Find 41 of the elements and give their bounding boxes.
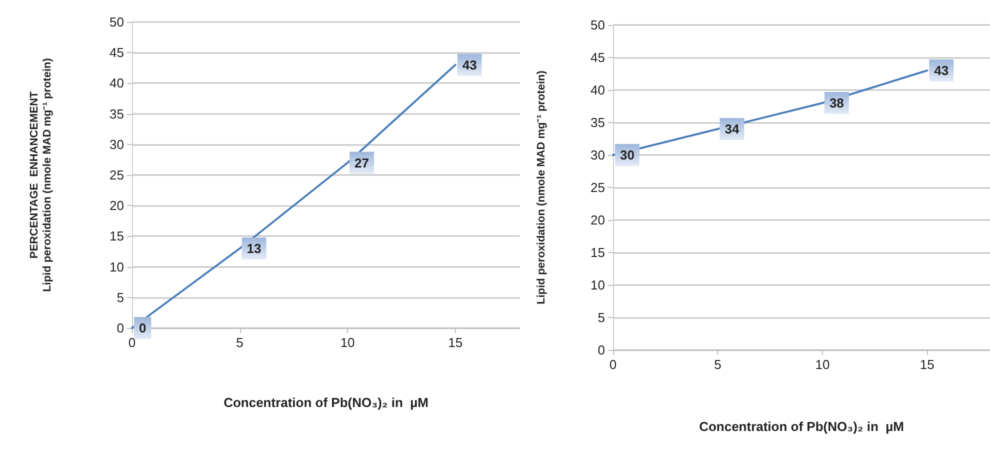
y-tick-label: 10 <box>110 259 124 274</box>
data-label: 0 <box>139 320 146 336</box>
x-tick-label: 0 <box>128 335 136 350</box>
y-tick-label: 20 <box>590 212 605 228</box>
y-axis-title: PERCENTAGE ENHANCEMENT Lipid peroxidation (nmole MAD mg⁻¹ protein) <box>28 58 54 292</box>
x-tick-label: 15 <box>920 357 934 372</box>
y-tick-label: 15 <box>590 245 605 260</box>
y-tick-label: 40 <box>590 82 605 98</box>
data-label: 43 <box>934 63 949 78</box>
x-tick-label: 10 <box>340 335 355 350</box>
data-label: 34 <box>724 122 740 136</box>
y-tick-label: 50 <box>590 18 605 32</box>
x-tick-label: 15 <box>448 335 463 350</box>
y-tick-label: 40 <box>110 76 124 91</box>
y-tick-label: 45 <box>110 45 124 60</box>
y-tick-label: 5 <box>598 310 605 325</box>
y-tick-label: 25 <box>590 180 605 195</box>
data-label: 43 <box>462 57 477 72</box>
x-tick-label: 5 <box>236 335 244 350</box>
y-tick-label: 20 <box>110 198 124 214</box>
y-tick-label: 15 <box>110 228 124 244</box>
x-tick-label: 0 <box>609 357 617 372</box>
y-axis-title: Lipid peroxidation (nmole MAD mg⁻¹ protein) <box>536 70 548 304</box>
x-axis-title: Concentration of Pb(NO₃)₂ in µM <box>224 395 428 410</box>
y-tick-label: 50 <box>110 14 124 30</box>
x-tick-label: 10 <box>815 357 830 372</box>
y-tick-label: 5 <box>116 290 124 305</box>
y-tick-label: 35 <box>590 115 605 130</box>
x-tick-label: 5 <box>714 357 722 372</box>
x-axis-title: Concentration of Pb(NO₃)₂ in µM <box>699 419 904 434</box>
data-label: 27 <box>354 155 370 170</box>
data-label: 13 <box>246 240 262 256</box>
y-tick-label: 30 <box>110 136 124 152</box>
data-label: 30 <box>620 148 634 162</box>
y-tick-label: 30 <box>590 148 605 162</box>
data-label: 38 <box>829 96 844 110</box>
y-tick-label: 0 <box>116 320 124 336</box>
y-tick-label: 25 <box>110 168 124 182</box>
y-tick-label: 10 <box>590 278 605 292</box>
y-tick-label: 35 <box>110 106 124 122</box>
y-tick-label: 45 <box>590 50 605 65</box>
